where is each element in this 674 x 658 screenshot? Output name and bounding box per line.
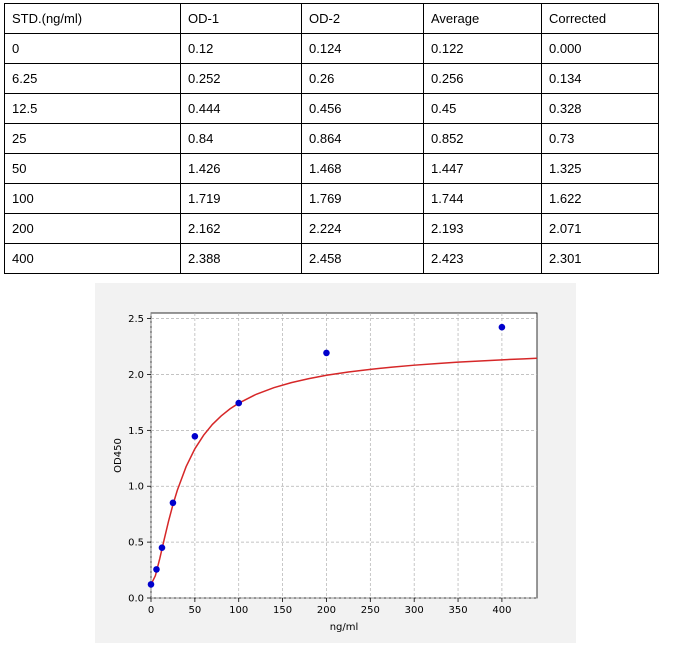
table-cell: 0.864 (301, 123, 424, 154)
table-row: 6.25 0.252 0.26 0.256 0.134 (4, 63, 659, 94)
table-cell: 1.719 (180, 183, 302, 214)
table-cell: 2.301 (541, 243, 659, 274)
data-point (498, 323, 506, 331)
table-cell: 25 (4, 123, 181, 154)
table-cell: 12.5 (4, 93, 181, 124)
table-cell: 0 (4, 33, 181, 64)
x-tick-label: 400 (492, 605, 511, 616)
x-tick-label: 200 (317, 605, 336, 616)
table-cell: 0.124 (301, 33, 424, 64)
table-cell: 0.26 (301, 63, 424, 94)
data-point (235, 399, 243, 407)
chart-panel: 0 50 100 150 200 250 300 350 400 0.0 0.5 1.0 1.5 2.0 2… (95, 283, 576, 643)
table-cell: 2.388 (180, 243, 302, 274)
table-cell: 1.447 (423, 153, 542, 184)
table-cell: 6.25 (4, 63, 181, 94)
data-point (169, 499, 177, 507)
data-point (323, 349, 330, 357)
fit-curve (150, 357, 538, 585)
table-cell: 2.423 (423, 243, 542, 274)
data-point (147, 581, 155, 588)
table-cell: 0.134 (541, 63, 659, 94)
table-cell: 1.426 (180, 153, 302, 184)
header-average: Average (423, 3, 542, 34)
table-cell: 2.193 (423, 213, 542, 244)
data-point (153, 566, 160, 573)
x-tick-label: 300 (405, 605, 424, 616)
table-row: 400 2.388 2.458 2.423 2.301 (4, 243, 659, 274)
header-od1: OD-1 (180, 3, 302, 34)
table-cell: 0.256 (423, 63, 542, 94)
header-std: STD.(ng/ml) (4, 3, 181, 34)
x-tick-label: 150 (273, 605, 292, 616)
table-cell: 0.84 (180, 123, 302, 154)
plot-area (150, 312, 538, 599)
y-tick-label: 2.0 (128, 370, 144, 381)
y-tick-label: 1.0 (128, 482, 144, 493)
table-row: 100 1.719 1.769 1.744 1.622 (4, 183, 659, 214)
table-body: STD.(ng/ml) OD-1 OD-2 Average Corrected … (4, 3, 659, 274)
table-cell: 2.224 (301, 213, 424, 244)
table-cell: 200 (4, 213, 181, 244)
y-tick-label: 2.5 (128, 314, 144, 325)
x-tick-label: 250 (361, 605, 380, 616)
table-cell: 0.122 (423, 33, 542, 64)
table-row: 200 2.162 2.224 2.193 2.071 (4, 213, 659, 244)
table-cell: 2.162 (180, 213, 302, 244)
table-cell: 2.071 (541, 213, 659, 244)
header-od2: OD-2 (301, 3, 424, 34)
table-row: 0 0.12 0.124 0.122 0.000 (4, 33, 659, 64)
table-cell: 50 (4, 153, 181, 184)
table-cell: 1.468 (301, 153, 424, 184)
standard-curve-chart: 0 50 100 150 200 250 300 350 400 0.0 0.5 1.0 1.5 2.0 2… (113, 312, 538, 633)
table-cell: 0.444 (180, 93, 302, 124)
table-cell: 0.12 (180, 33, 302, 64)
table-row: 12.5 0.444 0.456 0.45 0.328 (4, 93, 659, 124)
table-cell: 0.852 (423, 123, 542, 154)
axis-ticks: 0 50 100 150 200 250 300 350 400 0.0 0.5 1.0 1.5 2.0 2… (128, 314, 511, 616)
y-tick-label: 1.5 (128, 426, 144, 437)
table-cell: 0.456 (301, 93, 424, 124)
x-tick-label: 0 (148, 605, 154, 616)
table-cell: 0.000 (541, 33, 659, 64)
header-corrected: Corrected (541, 3, 659, 34)
table-cell: 1.744 (423, 183, 542, 214)
table-cell: 0.73 (541, 123, 659, 154)
x-tick-label: 100 (229, 605, 248, 616)
table-cell: 0.328 (541, 93, 659, 124)
table-row: 50 1.426 1.468 1.447 1.325 (4, 153, 659, 184)
table-cell: 1.325 (541, 153, 659, 184)
x-axis-label: ng/ml (330, 622, 359, 633)
table-cell: 100 (4, 183, 181, 214)
table-cell: 0.45 (423, 93, 542, 124)
y-tick-label: 0.5 (128, 538, 144, 549)
table-cell: 1.622 (541, 183, 659, 214)
x-tick-label: 50 (188, 605, 201, 616)
y-tick-label: 0.0 (128, 594, 144, 605)
standard-curve-table: STD.(ng/ml) OD-1 OD-2 Average Corrected … (4, 3, 659, 274)
data-points (147, 323, 506, 588)
table-header-row: STD.(ng/ml) OD-1 OD-2 Average Corrected (4, 3, 659, 34)
table-cell: 0.252 (180, 63, 302, 94)
y-axis-label: OD450 (113, 438, 124, 473)
table-cell: 1.769 (301, 183, 424, 214)
grid (150, 313, 537, 599)
data-point (158, 544, 166, 552)
table-row: 25 0.84 0.864 0.852 0.73 (4, 123, 659, 154)
data-point (191, 432, 199, 440)
table-cell: 400 (4, 243, 181, 274)
x-tick-label: 350 (448, 605, 467, 616)
table-cell: 2.458 (301, 243, 424, 274)
